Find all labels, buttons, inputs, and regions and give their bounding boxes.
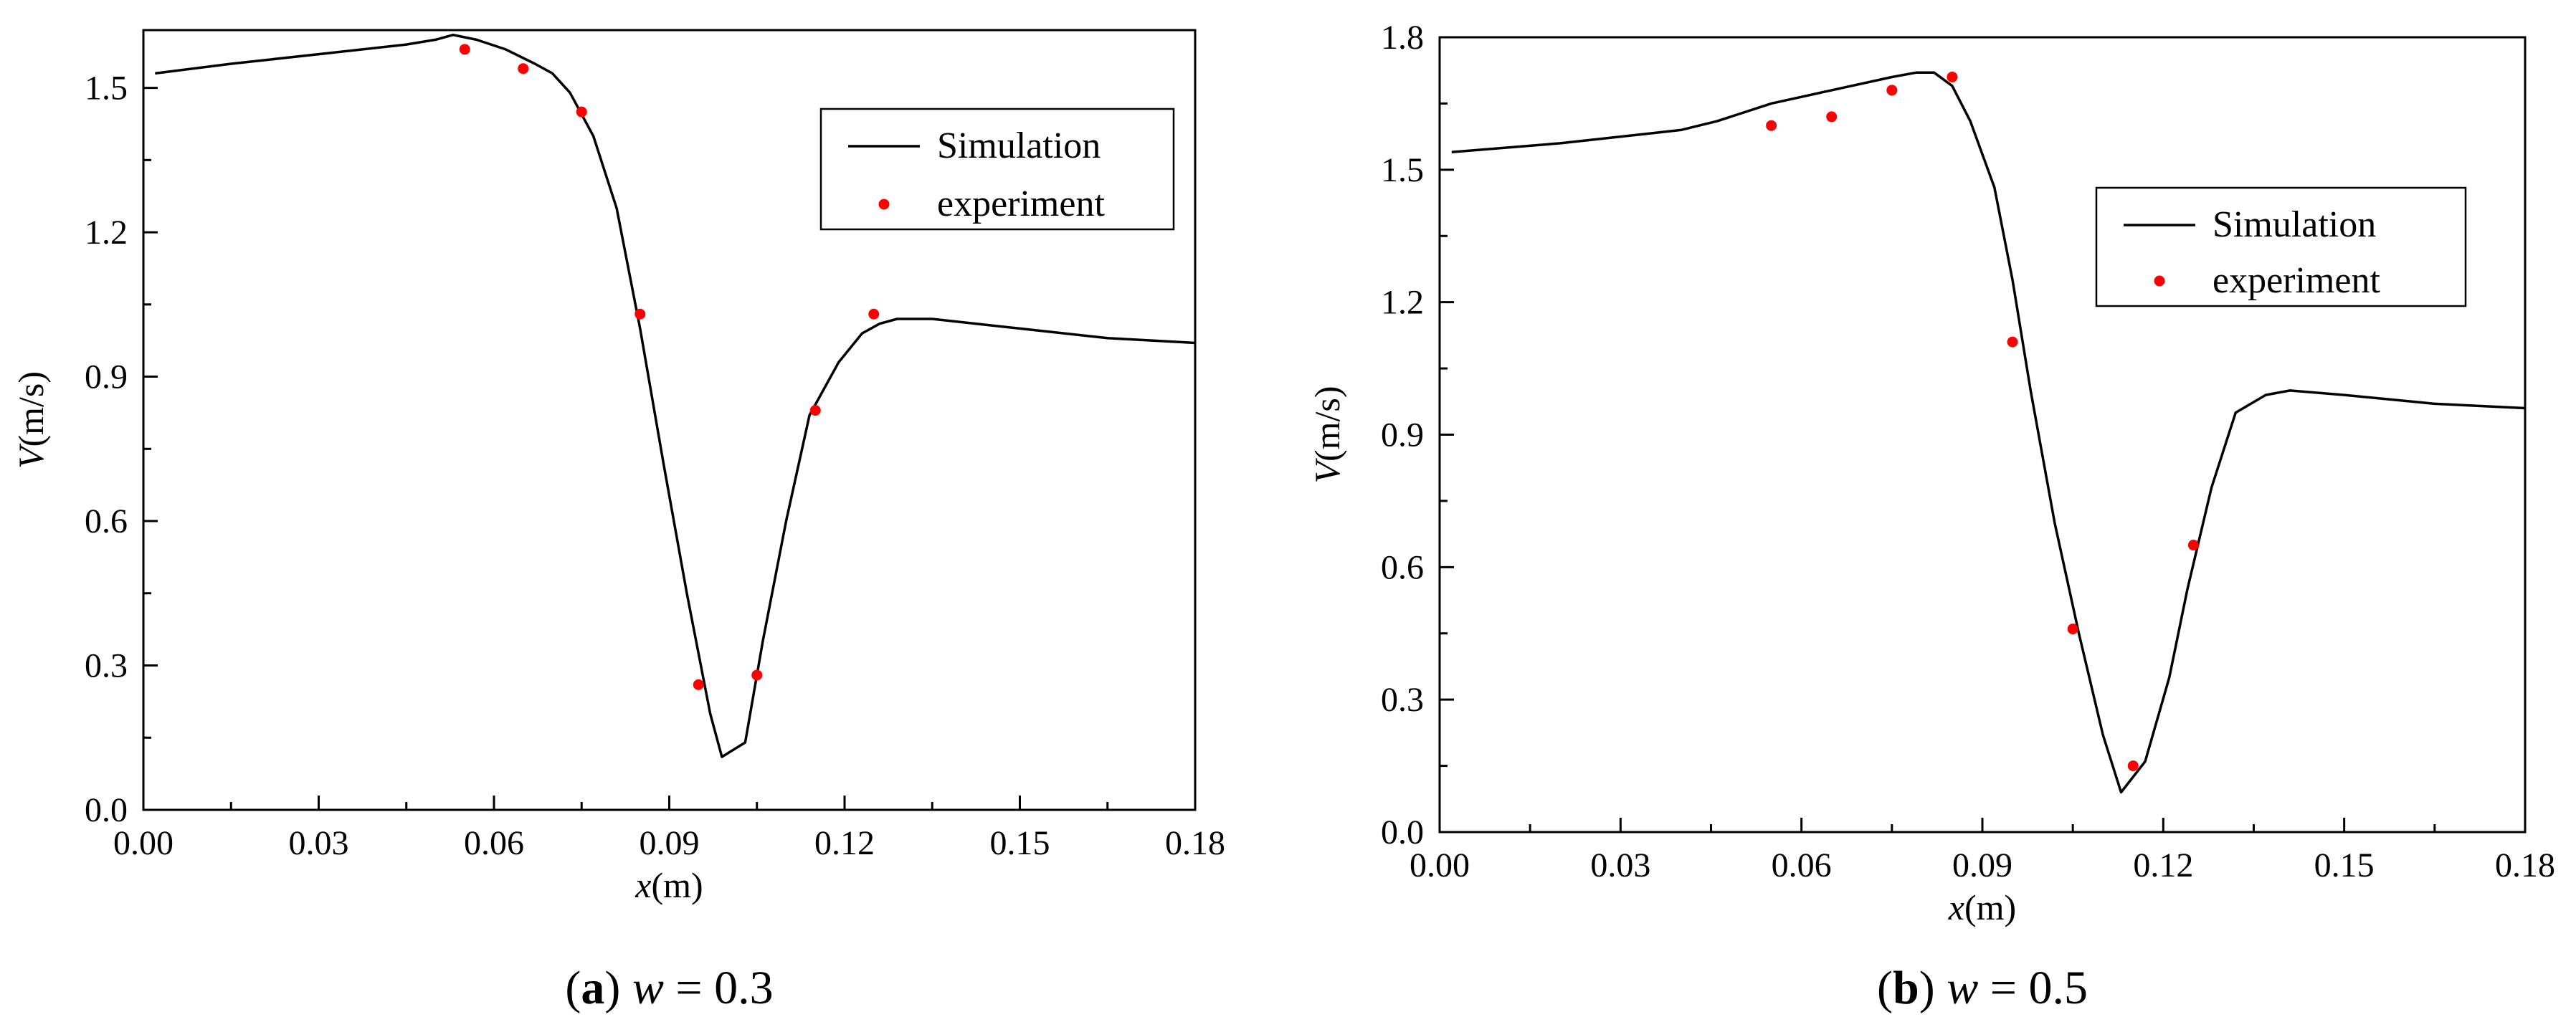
experiment-point: [693, 679, 704, 690]
caption-var: w: [632, 962, 664, 1014]
x-tick-label: 0.18: [2495, 846, 2555, 884]
y-tick-label: 0.0: [85, 791, 128, 829]
y-tick-label: 0.6: [1381, 548, 1424, 586]
legend: Simulation experiment: [2095, 186, 2467, 307]
x-tick-label: 0.15: [990, 824, 1050, 862]
y-tick-label: 0.3: [1381, 681, 1424, 719]
legend-label-experiment: experiment: [937, 183, 1105, 224]
x-tick-label: 0.09: [1952, 846, 2012, 884]
experiment-point: [1826, 111, 1838, 123]
y-axis-unit: (m/s): [1307, 386, 1347, 462]
x-tick-label: 0.06: [464, 824, 524, 862]
x-axis-title: x(m): [1948, 887, 2016, 927]
experiment-point: [1886, 85, 1898, 96]
experiment-point: [2007, 336, 2018, 348]
x-tick-label: 0.00: [113, 824, 174, 862]
legend-dot-swatch: [2154, 275, 2165, 287]
legend-label-experiment: experiment: [2213, 260, 2380, 301]
x-tick-label: 0.12: [814, 824, 875, 862]
x-tick-label: 0.03: [289, 824, 349, 862]
legend: Simulation experiment: [819, 108, 1175, 231]
caption-value: = 0.3: [664, 962, 774, 1014]
experiment-point: [518, 63, 529, 75]
y-tick-label: 0.3: [85, 647, 128, 685]
y-tick-label: 1.8: [1381, 19, 1424, 57]
y-tick-label: 1.5: [1381, 151, 1424, 189]
y-tick-label: 1.2: [1381, 284, 1424, 322]
legend-label-simulation: Simulation: [2213, 204, 2376, 245]
x-axis-title: x(m): [635, 865, 703, 905]
y-tick-label: 1.5: [85, 70, 128, 108]
caption-open-paren: (: [1877, 962, 1893, 1014]
y-axis-unit: (m/s): [11, 371, 51, 447]
y-axis-var: V: [1307, 458, 1347, 484]
y-tick-label: 1.2: [85, 214, 128, 252]
legend-dot-swatch: [878, 199, 890, 210]
legend-box: [2095, 186, 2467, 307]
caption-open-paren: (: [565, 962, 581, 1014]
legend-label-simulation: Simulation: [937, 125, 1101, 166]
y-tick-label: 0.9: [85, 358, 128, 396]
y-tick-label: 0.9: [1381, 416, 1424, 454]
x-tick-label: 0.03: [1590, 846, 1650, 884]
caption-var: w: [1947, 962, 1978, 1014]
experiment-point: [1766, 120, 1777, 131]
caption-letter: b: [1893, 962, 1919, 1014]
x-tick-label: 0.00: [1410, 846, 1470, 884]
experiment-point: [751, 669, 763, 681]
experiment-point: [459, 44, 470, 55]
caption-letter: a: [581, 962, 604, 1014]
x-tick-label: 0.15: [2314, 846, 2375, 884]
caption-value: = 0.5: [1978, 962, 2088, 1014]
caption-close-paren: ): [1919, 962, 1947, 1014]
experiment-point: [635, 308, 646, 320]
y-axis-title: V(m/s): [11, 371, 51, 469]
x-tick-label: 0.06: [1772, 846, 1832, 884]
chart-panel-a: 0.00 0.03 0.06 0.09 0.12 0.15 0.18 0.0 0.3 0.6 0.9…: [11, 29, 1225, 1014]
legend-box: [819, 108, 1175, 231]
y-axis-title: V(m/s): [1307, 386, 1347, 483]
x-tick-label: 0.18: [1165, 824, 1225, 862]
x-axis-unit: (m): [652, 865, 703, 905]
x-axis-var: x: [1948, 887, 1964, 927]
x-axis-var: x: [635, 865, 651, 905]
x-tick-label: 0.09: [640, 824, 700, 862]
experiment-point: [809, 405, 821, 416]
x-axis-unit: (m): [1964, 887, 2016, 927]
chart-panel-b: 0.00 0.03 0.06 0.09 0.12 0.15 0.18 0.0 0.3 0.6 0.9…: [1307, 19, 2555, 1014]
experiment-point: [2187, 540, 2199, 551]
panel-caption: (a) w = 0.3: [565, 962, 773, 1014]
panel-caption: (b) w = 0.5: [1877, 962, 2088, 1014]
y-axis-var: V: [11, 443, 51, 469]
experiment-point: [1947, 71, 1958, 82]
y-tick-label: 0.6: [85, 502, 128, 540]
series-line-simulation: [1451, 71, 2526, 794]
experiment-point: [2067, 624, 2078, 635]
experiment-point: [576, 106, 587, 118]
x-tick-label: 0.12: [2133, 846, 2193, 884]
series-line-simulation: [155, 33, 1196, 758]
experiment-point: [868, 308, 880, 320]
caption-close-paren: ): [604, 962, 632, 1014]
experiment-point: [2127, 760, 2139, 772]
y-tick-label: 0.0: [1381, 813, 1424, 851]
